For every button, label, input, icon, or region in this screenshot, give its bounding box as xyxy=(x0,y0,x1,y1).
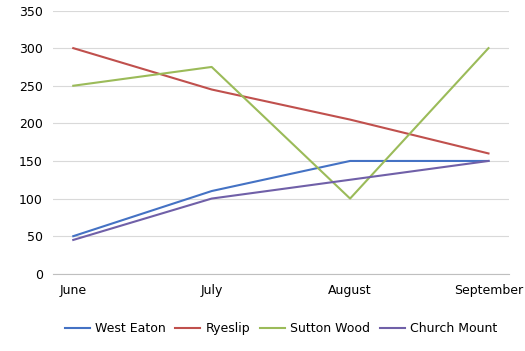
West Eaton xyxy=(485,159,491,163)
Ryeslip xyxy=(485,151,491,155)
Ryeslip xyxy=(70,46,77,50)
Line: Ryeslip: Ryeslip xyxy=(74,48,488,153)
Ryeslip xyxy=(347,118,353,122)
Line: Church Mount: Church Mount xyxy=(74,161,488,240)
West Eaton xyxy=(347,159,353,163)
Church Mount xyxy=(485,159,491,163)
Line: Sutton Wood: Sutton Wood xyxy=(74,48,488,199)
Church Mount xyxy=(347,178,353,182)
Ryeslip xyxy=(208,87,215,92)
Church Mount xyxy=(70,238,77,242)
Legend: West Eaton, Ryeslip, Sutton Wood, Church Mount: West Eaton, Ryeslip, Sutton Wood, Church… xyxy=(59,317,502,340)
West Eaton xyxy=(70,234,77,238)
Sutton Wood xyxy=(208,65,215,69)
Sutton Wood xyxy=(485,46,491,50)
Sutton Wood xyxy=(347,197,353,201)
Line: West Eaton: West Eaton xyxy=(74,161,488,236)
West Eaton xyxy=(208,189,215,193)
Sutton Wood xyxy=(70,84,77,88)
Church Mount xyxy=(208,197,215,201)
